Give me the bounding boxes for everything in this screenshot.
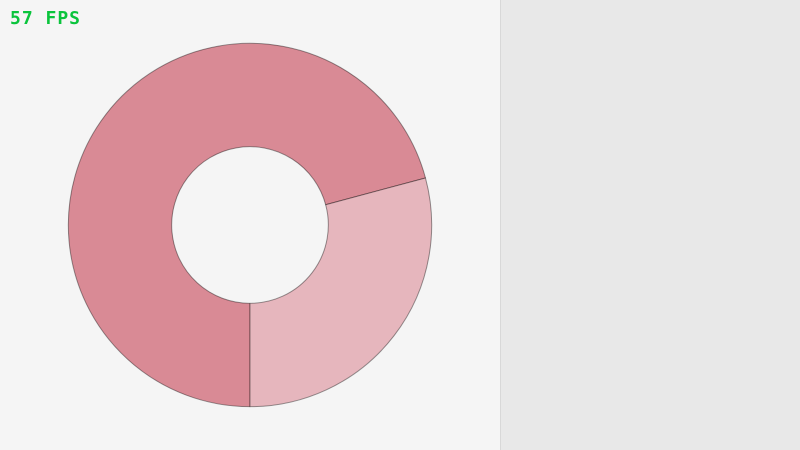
- ring-canvas: [67, 42, 433, 408]
- ring-single-sector: [249, 177, 433, 408]
- fps-counter: 57 FPS: [10, 8, 82, 29]
- control-panel: StartAngle -255.00 EndAngle 360.00 Inner…: [500, 0, 800, 450]
- ring-overlap-sector: [67, 42, 427, 408]
